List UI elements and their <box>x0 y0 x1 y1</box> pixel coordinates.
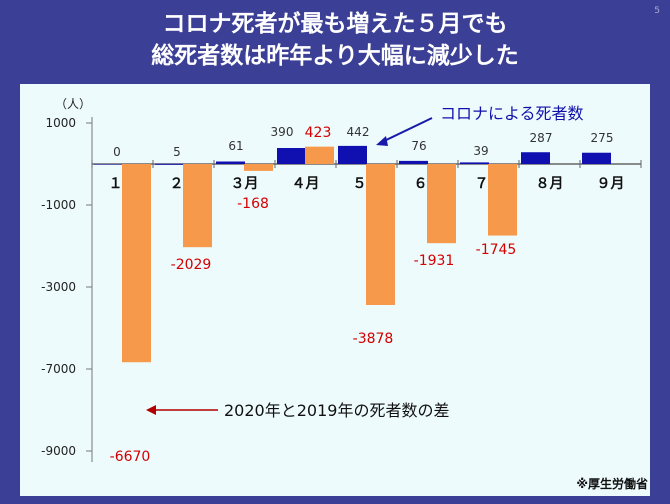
death-difference-bar <box>366 164 395 305</box>
covid-data-label: 76 <box>411 139 426 153</box>
title-line-2: 総死者数は昨年より大幅に減少した <box>151 43 519 69</box>
covid-data-label: 390 <box>271 125 294 139</box>
covid-death-bar <box>155 163 184 165</box>
covid-data-label: 61 <box>228 139 243 153</box>
covid-data-label: 5 <box>173 145 181 159</box>
page-number: 5 <box>654 6 660 16</box>
covid-death-bar <box>460 162 489 164</box>
covid-death-bar <box>216 161 245 164</box>
difference-data-label: -1931 <box>414 253 455 269</box>
covid-data-label: 39 <box>473 144 488 158</box>
difference-data-label: -6670 <box>110 449 151 465</box>
covid-data-label: 442 <box>347 125 370 139</box>
y-axis-label: （人） <box>55 97 91 111</box>
y-tick-label: -7000 <box>41 362 76 376</box>
slide-title: コロナ死者が最も増えた５月でも 総死者数は昨年より大幅に減少した <box>0 8 670 72</box>
difference-data-label: -3878 <box>353 331 394 347</box>
death-difference-bar <box>427 164 456 244</box>
covid-death-bar <box>338 145 367 164</box>
title-line-1: コロナ死者が最も増えた５月でも <box>162 11 508 37</box>
covid-data-label: 275 <box>591 131 614 145</box>
death-difference-bar <box>244 164 273 171</box>
covid-series-annotation: コロナによる死者数 <box>440 104 584 123</box>
death-difference-bar <box>122 164 151 363</box>
difference-data-label: -168 <box>237 196 269 212</box>
death-difference-bar <box>488 164 517 236</box>
covid-death-bar <box>277 148 306 164</box>
difference-data-label: -1745 <box>476 242 517 258</box>
x-category-label: ４月 <box>292 176 320 192</box>
covid-death-bar <box>399 160 428 164</box>
difference-series-annotation: 2020年と2019年の死者数の差 <box>224 401 449 420</box>
covid-data-label: 287 <box>530 131 553 145</box>
covid-death-bar <box>521 152 550 164</box>
y-tick-label: 1000 <box>45 116 76 130</box>
x-category-label: ８月 <box>536 176 564 192</box>
death-difference-bar <box>183 164 212 248</box>
y-tick-label: -3000 <box>41 280 76 294</box>
y-tick-label: -1000 <box>41 198 76 212</box>
y-tick-label: -9000 <box>41 444 76 458</box>
difference-data-label: 423 <box>305 125 332 141</box>
covid-death-bar <box>94 164 123 165</box>
x-category-label: ９月 <box>597 176 625 192</box>
difference-arrow-head <box>146 405 156 415</box>
death-difference-bar <box>305 146 334 164</box>
source-note: ※厚生労働省 <box>576 477 648 491</box>
covid-data-label: 0 <box>113 145 121 159</box>
covid-annotation-arrow <box>379 117 433 144</box>
covid-death-bar <box>582 152 611 164</box>
difference-data-label: -2029 <box>171 257 212 273</box>
covid-arrow-head <box>376 136 388 146</box>
x-category-label: ３月 <box>231 176 259 192</box>
